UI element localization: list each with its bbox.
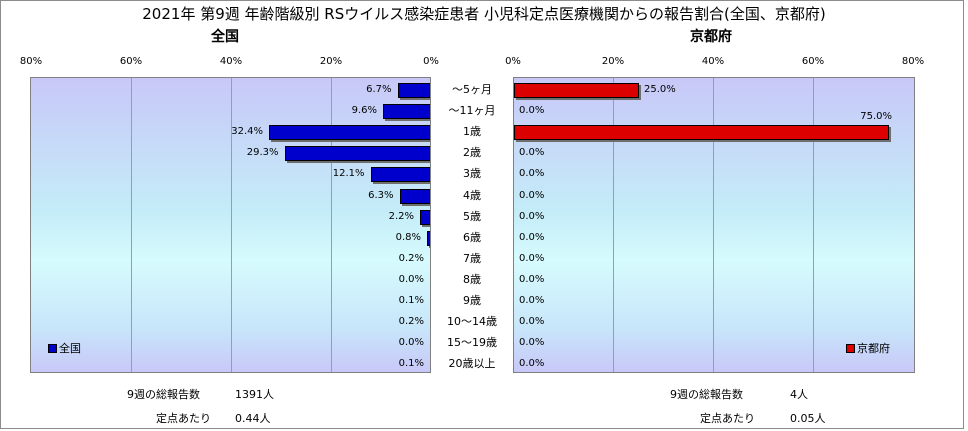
kyoto-total-value: 4人	[790, 388, 808, 401]
value-label-national: 6.3%	[368, 189, 394, 201]
category-label: 20歳以上	[448, 357, 496, 371]
bar-national	[383, 104, 430, 120]
category-label: 10～14歳	[447, 315, 497, 329]
bar-national	[397, 83, 430, 98]
value-label-kyoto: 0.0%	[519, 252, 545, 264]
tick-label-kyoto: 60%	[801, 56, 825, 67]
category-label: 5歳	[463, 209, 481, 223]
tick-label-national: 80%	[19, 56, 43, 67]
bar-national	[269, 125, 430, 141]
gridline	[331, 78, 332, 372]
category-label: 2歳	[463, 146, 481, 160]
bar-national	[399, 188, 430, 204]
value-label-national: 0.1%	[398, 295, 424, 306]
value-label-kyoto: 0.0%	[519, 147, 545, 159]
category-label: ～5ヶ月	[452, 83, 492, 96]
value-label-national: 6.7%	[366, 84, 392, 95]
legend-kyoto: 京都府	[846, 340, 890, 356]
value-label-national: 0.0%	[398, 337, 424, 349]
value-label-kyoto: 0.0%	[519, 189, 545, 201]
plot-area-kyoto	[513, 77, 915, 373]
tick-label-national: 0%	[423, 56, 439, 67]
national-per-label: 定点あたり	[156, 412, 211, 425]
legend-swatch-national	[48, 343, 57, 353]
bar-national	[284, 146, 430, 162]
legend-label-national: 全国	[59, 342, 81, 355]
national-per-value: 0.44人	[235, 412, 271, 425]
legend-swatch-kyoto	[846, 343, 855, 353]
value-label-national: 9.6%	[351, 105, 377, 117]
kyoto-per-label: 定点あたり	[700, 412, 755, 425]
category-label: ～11ヶ月	[448, 104, 496, 118]
category-label: 3歳	[463, 167, 481, 181]
panel-title-national: 全国	[211, 29, 239, 45]
gridline	[231, 78, 232, 372]
value-label-kyoto: 0.0%	[519, 358, 545, 370]
value-label-national: 0.2%	[398, 252, 424, 264]
value-label-kyoto: 0.0%	[519, 273, 545, 285]
bar-kyoto	[514, 125, 889, 141]
value-label-kyoto: 75.0%	[860, 111, 892, 123]
tick-label-kyoto: 40%	[701, 56, 725, 67]
tick-label-national: 40%	[219, 56, 243, 67]
national-total-value: 1391人	[235, 388, 274, 401]
bar-national	[427, 230, 430, 246]
category-label: 9歳	[463, 294, 481, 307]
legend-national: 全国	[48, 340, 81, 356]
value-label-national: 0.1%	[398, 358, 424, 370]
value-label-national: 0.0%	[398, 273, 424, 285]
value-label-kyoto: 25.0%	[644, 84, 676, 95]
category-label: 7歳	[463, 251, 481, 265]
chart-title: 2021年 第9週 年齢階級別 RSウイルス感染症患者 小児科定点医療機関からの…	[142, 5, 826, 23]
value-label-national: 32.4%	[231, 126, 263, 138]
value-label-kyoto: 0.0%	[519, 231, 545, 243]
value-label-national: 2.2%	[388, 210, 414, 222]
category-label: 15～19歳	[447, 336, 497, 350]
value-label-national: 0.8%	[395, 231, 421, 243]
tick-label-national: 20%	[319, 56, 343, 67]
category-label: 6歳	[463, 230, 481, 244]
gridline	[131, 78, 132, 372]
value-label-kyoto: 0.0%	[519, 316, 545, 328]
tick-label-kyoto: 80%	[901, 56, 925, 67]
value-label-national: 12.1%	[332, 168, 365, 180]
value-label-kyoto: 0.0%	[519, 210, 545, 222]
bar-national	[420, 209, 430, 225]
value-label-national: 29.3%	[246, 147, 279, 159]
category-label: 4歳	[463, 188, 481, 202]
legend-label-kyoto: 京都府	[857, 342, 890, 355]
gridline	[813, 78, 814, 372]
bar-national	[370, 167, 430, 183]
category-label: 1歳	[463, 125, 481, 139]
value-label-kyoto: 0.0%	[519, 168, 545, 180]
gridline	[613, 78, 614, 372]
gridline	[713, 78, 714, 372]
kyoto-per-value: 0.05人	[790, 412, 826, 425]
panel-title-kyoto: 京都府	[690, 29, 732, 45]
value-label-national: 0.2%	[398, 316, 424, 328]
national-total-label: 9週の総報告数	[127, 388, 200, 401]
value-label-kyoto: 0.0%	[519, 337, 545, 349]
kyoto-total-label: 9週の総報告数	[670, 388, 743, 401]
category-label: 8歳	[463, 272, 481, 286]
tick-label-national: 60%	[119, 56, 143, 67]
value-label-kyoto: 0.0%	[519, 295, 545, 306]
tick-label-kyoto: 0%	[505, 56, 521, 67]
plot-area-national	[30, 77, 431, 373]
value-label-kyoto: 0.0%	[519, 105, 545, 117]
bar-kyoto	[514, 83, 639, 98]
tick-label-kyoto: 20%	[601, 56, 625, 67]
